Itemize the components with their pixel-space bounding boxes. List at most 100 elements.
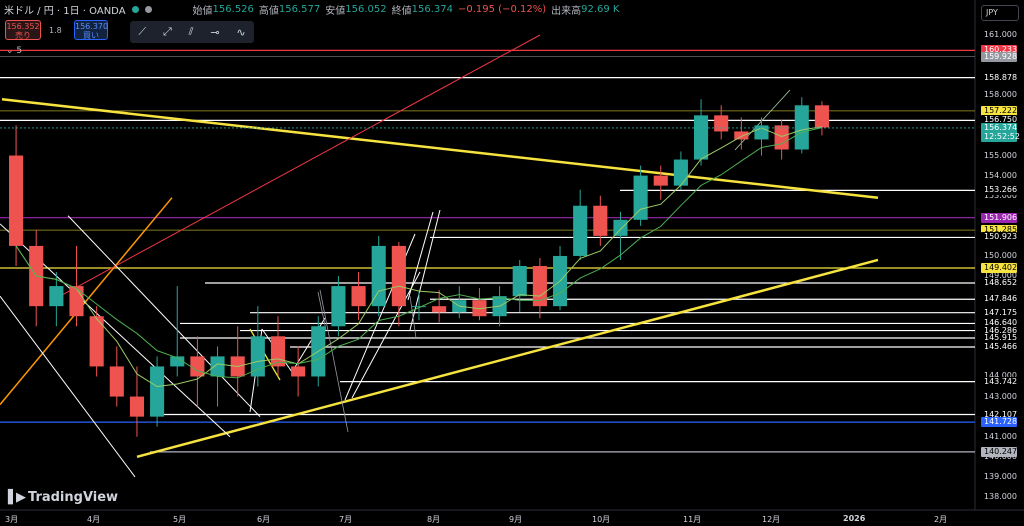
level-price-label: 151.906 xyxy=(981,212,1017,223)
time-tick-label: 10月 xyxy=(592,515,611,524)
last-price-label: 156.374 12:52:52 xyxy=(981,122,1020,142)
level-price-label: 145.466 xyxy=(981,342,1017,353)
currency-selector[interactable]: JPY xyxy=(981,5,1019,21)
green-swing-line xyxy=(734,89,791,151)
lower-trendline xyxy=(136,258,879,459)
swing-line-4 xyxy=(351,271,421,399)
candle-body xyxy=(814,105,829,128)
parallel-channel-icon[interactable]: ⫽ xyxy=(188,25,194,38)
sell-label: 売り xyxy=(15,31,31,40)
candle-body xyxy=(714,115,729,132)
level-price-label: 153.266 xyxy=(981,185,1017,196)
low-label: 安値 xyxy=(325,5,346,17)
level-price-label: 146.640 xyxy=(981,318,1017,329)
header-bar: 米ドル / 円 · 1日 · OANDA 始値 156.526 高値 156.5… xyxy=(0,0,975,18)
price-tick-label: 141.000 xyxy=(983,431,1017,441)
candle-body xyxy=(210,356,225,377)
moving-average-short xyxy=(15,126,823,388)
candle-body xyxy=(432,306,447,313)
level-price-label: 143.742 xyxy=(981,376,1017,387)
time-tick-label: 6月 xyxy=(257,515,271,524)
chevron-down-icon: ⌄ xyxy=(6,46,14,56)
level-price-label: 142.107 xyxy=(981,409,1017,420)
ray-icon[interactable]: ⤢ xyxy=(162,25,172,38)
level-price-label: 151.285 xyxy=(981,225,1017,236)
time-tick-label: 2026 xyxy=(843,514,866,523)
orange-trendline xyxy=(0,197,173,406)
drawing-toolbar: ⟋ ⤢ ⫽ ⊸ ∿ xyxy=(130,21,254,43)
candle-body xyxy=(109,366,124,397)
high-value: 156.577 xyxy=(278,3,321,15)
time-tick-label: 7月 xyxy=(339,515,353,524)
candle-body xyxy=(371,245,386,307)
candle-body xyxy=(734,131,749,140)
spread-value: 1.8 xyxy=(49,26,62,35)
candle-body xyxy=(190,356,205,377)
buy-button[interactable]: 156.370 買い xyxy=(74,20,108,40)
candle-body xyxy=(170,356,185,367)
close-value: 156.374 xyxy=(411,3,453,15)
price-tick-label: 144.000 xyxy=(983,371,1017,381)
price-tick-label: 143.000 xyxy=(983,391,1017,401)
price-tick-label: 155.000 xyxy=(983,150,1017,160)
moving-average-long xyxy=(15,127,823,379)
candle-body xyxy=(391,245,406,307)
sell-button[interactable]: 156.352 売り xyxy=(5,20,41,40)
candle-body xyxy=(291,366,306,377)
candle-body xyxy=(653,175,668,186)
change-value: −0.195 (−0.12%) xyxy=(457,3,547,15)
path-icon[interactable]: ∿ xyxy=(236,25,246,39)
buy-price: 156.370 xyxy=(75,22,109,31)
candle-body xyxy=(69,286,84,317)
horizontal-ray-icon[interactable]: ⊸ xyxy=(210,25,220,39)
open-label: 始値 xyxy=(192,5,213,17)
indicator-count: 5 xyxy=(16,46,23,56)
level-price-label: 148.652 xyxy=(981,278,1017,289)
indicator-toggle[interactable]: ⌄ 5 xyxy=(6,46,22,56)
candle-body xyxy=(613,219,628,236)
candle-body xyxy=(351,286,366,307)
channel-line-3 xyxy=(67,215,261,417)
candle-body xyxy=(673,159,688,186)
level-price-label: 159.928 xyxy=(981,51,1017,62)
candle-body xyxy=(150,366,165,417)
candle-body xyxy=(774,125,789,150)
bar-countdown: 12:52:52 xyxy=(984,131,1020,141)
time-tick-label: 5月 xyxy=(173,515,187,524)
price-tick-label: 139.000 xyxy=(983,471,1017,481)
symbol-title[interactable]: 米ドル / 円 · 1日 · OANDA xyxy=(4,5,126,17)
level-price-label: 147.846 xyxy=(981,294,1017,305)
last-price-value: 156.374 xyxy=(984,122,1018,132)
market-open-icon xyxy=(131,5,139,13)
level-price-label: 156.750 xyxy=(981,115,1017,126)
level-price-label: 141.728 xyxy=(981,417,1017,428)
data-status-icon xyxy=(144,5,152,13)
grey-swing-line-1 xyxy=(317,291,327,331)
level-price-label: 147.175 xyxy=(981,307,1017,318)
time-tick-label: 4月 xyxy=(87,515,101,524)
candle-body xyxy=(411,306,427,308)
level-price-label: 146.286 xyxy=(981,325,1017,336)
open-value: 156.526 xyxy=(212,3,254,15)
price-tick-label: 158.000 xyxy=(983,90,1017,100)
high-label: 高値 xyxy=(258,5,279,17)
swing-line-6 xyxy=(407,211,434,301)
trend-line-icon[interactable]: ⟋ xyxy=(138,25,147,38)
price-tick-label: 161.000 xyxy=(983,30,1017,39)
upper-trendline xyxy=(1,98,879,199)
level-price-label: 145.915 xyxy=(981,333,1017,343)
price-tick-label: 138.000 xyxy=(983,492,1017,501)
level-price-label: 157.222 xyxy=(981,105,1017,116)
level-price-label: 160.233 xyxy=(981,45,1017,56)
low-value: 156.052 xyxy=(345,3,387,15)
candle-body xyxy=(49,286,64,307)
candle-body xyxy=(794,105,809,150)
buy-label: 買い xyxy=(83,31,99,40)
candle-body xyxy=(331,286,346,327)
candle-body xyxy=(593,205,608,236)
time-tick-label: 3月 xyxy=(5,515,19,524)
time-tick-label: 11月 xyxy=(683,515,702,524)
candle-body xyxy=(129,396,145,417)
candle-body xyxy=(9,155,24,246)
